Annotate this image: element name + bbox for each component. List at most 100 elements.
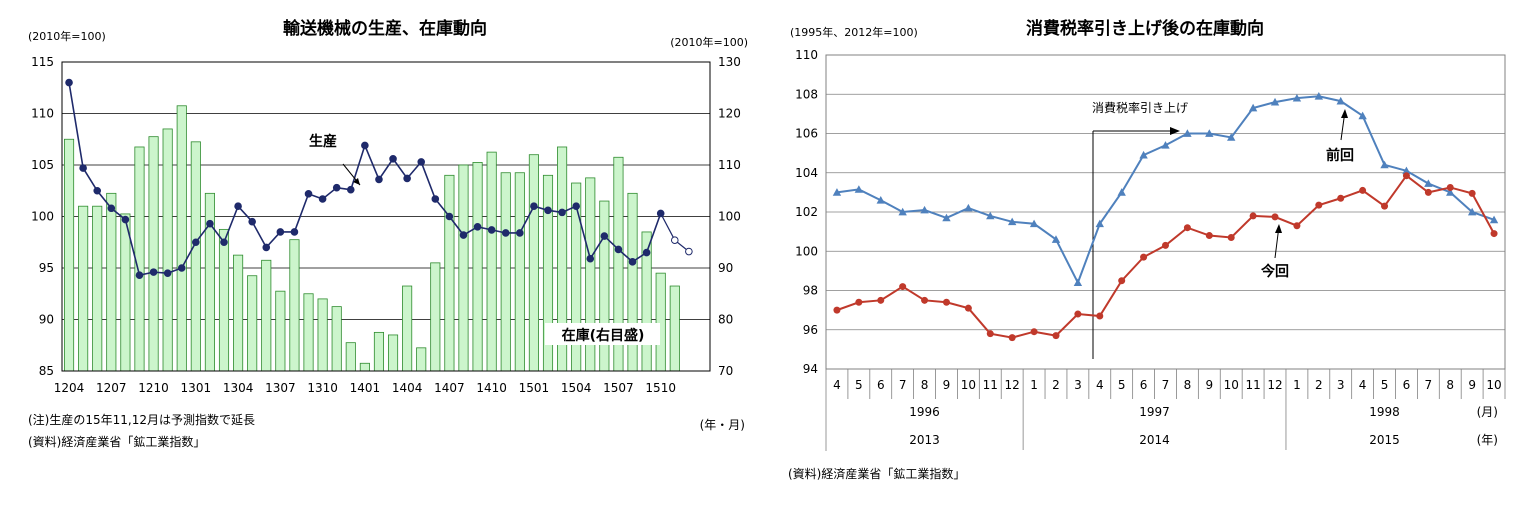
year-top-label: 1998	[1369, 405, 1400, 419]
inventory-bar	[218, 228, 230, 372]
prev-series-point	[1051, 235, 1061, 243]
prev-series-point	[1205, 129, 1214, 137]
inventory-bar	[387, 334, 399, 372]
production-point	[304, 190, 313, 198]
curr-series-point	[964, 304, 972, 312]
curr-series-point	[899, 283, 907, 291]
curr-series-point	[1052, 332, 1060, 340]
right-y-tick-labels: 70 80 90 100 110 120 130	[718, 55, 741, 378]
prev-series-point	[920, 205, 929, 214]
curr-series-point	[1030, 328, 1038, 336]
right-chart-title: 消費税率引き上げ後の在庫動向	[1026, 18, 1264, 39]
inventory-bar	[233, 254, 244, 372]
production-point	[459, 231, 468, 239]
left-x-tick-label: 1204	[54, 381, 85, 395]
inventory-bar	[402, 285, 413, 372]
curr-series-point	[986, 330, 994, 338]
curr-series-point	[1381, 202, 1389, 210]
year-bottom-label: 2014	[1139, 433, 1170, 447]
left-x-tick-label: 1310	[307, 381, 338, 395]
prev-series-point	[986, 211, 995, 220]
right-y-tick-label: 130	[718, 55, 741, 69]
right-y-tick-label: 110	[718, 158, 741, 172]
right-chart-y-tick-label: 98	[803, 284, 818, 298]
inventory-bar	[247, 275, 258, 372]
inventory-bar	[359, 362, 370, 372]
curr-series-point	[942, 298, 950, 306]
month-label: 11	[983, 378, 998, 392]
production-point	[346, 185, 355, 194]
month-unit: (月)	[1477, 405, 1498, 419]
production-point	[135, 271, 144, 280]
production-point	[248, 217, 256, 226]
prev-series-point	[1139, 150, 1148, 159]
left-y-tick-label: 115	[31, 55, 54, 69]
inventory-bar	[416, 347, 427, 372]
curr-series-point	[1118, 277, 1126, 285]
month-label: 6	[877, 378, 885, 392]
month-label: 10	[1224, 378, 1239, 392]
right-chart-y-unit: (1995年、2012年=100)	[790, 25, 918, 39]
month-label: 10	[1486, 378, 1501, 392]
production-point	[516, 229, 524, 237]
curr-series-point	[1205, 232, 1213, 240]
right-chart-y-tick-label: 96	[803, 323, 818, 337]
production-line	[65, 78, 693, 280]
inventory-bar	[514, 172, 525, 372]
inventory-bar	[486, 151, 497, 372]
right-y-tick-label: 90	[718, 261, 733, 275]
inventory-bar	[92, 205, 103, 372]
right-axis-unit: (2010年=100)	[670, 35, 748, 49]
inventory-bar	[190, 141, 201, 372]
prev-series-point	[1095, 219, 1104, 228]
prev-series-point	[942, 213, 951, 222]
month-label: 4	[1096, 378, 1104, 392]
prev-series-point	[1117, 188, 1126, 196]
prev-series-point	[1424, 179, 1433, 187]
production-forecast-point	[670, 236, 679, 244]
month-label: 6	[1403, 378, 1411, 392]
inventory-bar	[303, 293, 314, 372]
curr-series-point	[1337, 194, 1345, 202]
production-point	[586, 254, 595, 263]
prev-label: 前回	[1326, 147, 1354, 164]
prev-series-point	[1292, 93, 1302, 102]
right-y-tick-label: 100	[718, 210, 741, 224]
inventory-bar	[655, 272, 666, 372]
left-x-tick-label: 1401	[350, 381, 381, 395]
production-point	[149, 268, 158, 276]
left-x-unit: (年・月)	[700, 418, 745, 432]
curr-series-point	[1249, 212, 1257, 220]
month-label: 8	[1446, 378, 1454, 392]
month-label: 9	[1205, 378, 1213, 392]
inventory-bar	[120, 213, 131, 372]
inventory-bar	[669, 285, 680, 372]
month-year-table: 4 5 6 7 8 9 10 11 12 1 2 3 4 5 6 7 8 9 10 11 12 1 2 3 4 5 6 7 8 9 1019…	[825, 369, 1506, 451]
left-x-tick-label: 1407	[434, 381, 465, 395]
right-chart-y-tick-label: 102	[795, 205, 818, 219]
left-plot-frame	[61, 61, 711, 372]
prev-label-arrowhead	[1341, 109, 1348, 118]
month-label: 4	[833, 378, 841, 392]
month-label: 8	[1184, 378, 1192, 392]
curr-series-point	[877, 296, 885, 304]
month-label: 1	[1030, 378, 1038, 392]
curr-label-arrowhead	[1275, 224, 1282, 233]
production-point	[389, 155, 397, 163]
left-note-1: (注)生産の15年11,12月は予測指数で延長	[28, 412, 255, 427]
prev-series-point	[854, 185, 864, 193]
production-point	[262, 243, 271, 252]
production-forecast-path	[660, 213, 690, 252]
month-label: 5	[1118, 378, 1126, 392]
left-chart: 輸送機械の生産、在庫動向 (2010年=100) (2010年=100) 85 9…	[28, 18, 748, 449]
curr-series-point	[1162, 241, 1169, 249]
inventory-bar	[458, 164, 469, 372]
inventory-bar	[176, 105, 187, 372]
curr-series-point	[855, 298, 863, 306]
left-y-tick-label: 95	[39, 261, 54, 275]
curr-series-point	[1446, 183, 1454, 191]
prev-series-point	[1314, 92, 1324, 100]
production-point	[107, 204, 116, 213]
month-label: 5	[1381, 378, 1389, 392]
